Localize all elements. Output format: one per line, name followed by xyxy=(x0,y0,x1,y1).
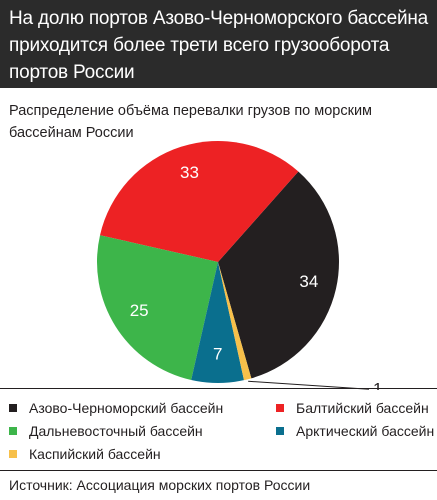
legend-label: Балтийский бассейн xyxy=(296,400,429,416)
legend-item-caspian: Каспийский бассейн xyxy=(9,444,161,464)
chart-title-bar: На долю портов Азово-Черноморского бассе… xyxy=(0,0,437,88)
legend-item-azov-black-sea: Азово-Черноморский бассейн xyxy=(9,398,223,418)
slice-value-label: 25 xyxy=(130,301,149,320)
slice-value-label: 33 xyxy=(180,163,199,182)
source-note: Источник: Ассоциация морских портов Росс… xyxy=(9,477,311,493)
legend-label: Арктический бассейн xyxy=(296,423,435,439)
legend-label: Дальневосточный бассейн xyxy=(29,423,203,439)
pie-slice xyxy=(191,262,244,384)
legend-swatch xyxy=(9,427,17,435)
slice-value-label: 1 xyxy=(373,380,382,390)
legend-swatch xyxy=(276,404,284,412)
pie-slice xyxy=(218,262,252,381)
pie-slice xyxy=(100,141,299,262)
legend-item-arctic: Арктический бассейн xyxy=(276,421,434,441)
slice-value-label: 7 xyxy=(213,345,222,364)
legend-swatch xyxy=(9,404,17,412)
pie-chart: 34 33 25 7 1 xyxy=(97,141,382,390)
legend-swatch xyxy=(9,450,17,458)
pie-slice xyxy=(97,235,218,380)
source-divider xyxy=(0,470,437,471)
legend-swatch xyxy=(276,427,284,435)
slice-leader-line xyxy=(248,380,370,390)
legend-top-divider xyxy=(0,388,437,389)
legend-item-baltic: Балтийский бассейн xyxy=(276,398,429,418)
legend-item-far-east: Дальневосточный бассейн xyxy=(9,421,203,441)
legend-label: Азово-Черноморский бассейн xyxy=(29,400,224,416)
pie-slice xyxy=(218,171,339,379)
legend-label: Каспийский бассейн xyxy=(29,446,161,462)
chart-subtitle: Распределение объёма перевалки грузов по… xyxy=(9,103,373,141)
slice-value-label: 34 xyxy=(299,272,318,291)
chart-title: На долю портов Азово-Черноморского бассе… xyxy=(9,8,429,83)
